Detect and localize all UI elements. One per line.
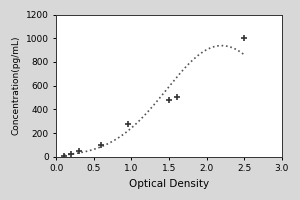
Y-axis label: Concentration(pg/mL): Concentration(pg/mL)	[11, 36, 20, 135]
X-axis label: Optical Density: Optical Density	[129, 179, 209, 189]
